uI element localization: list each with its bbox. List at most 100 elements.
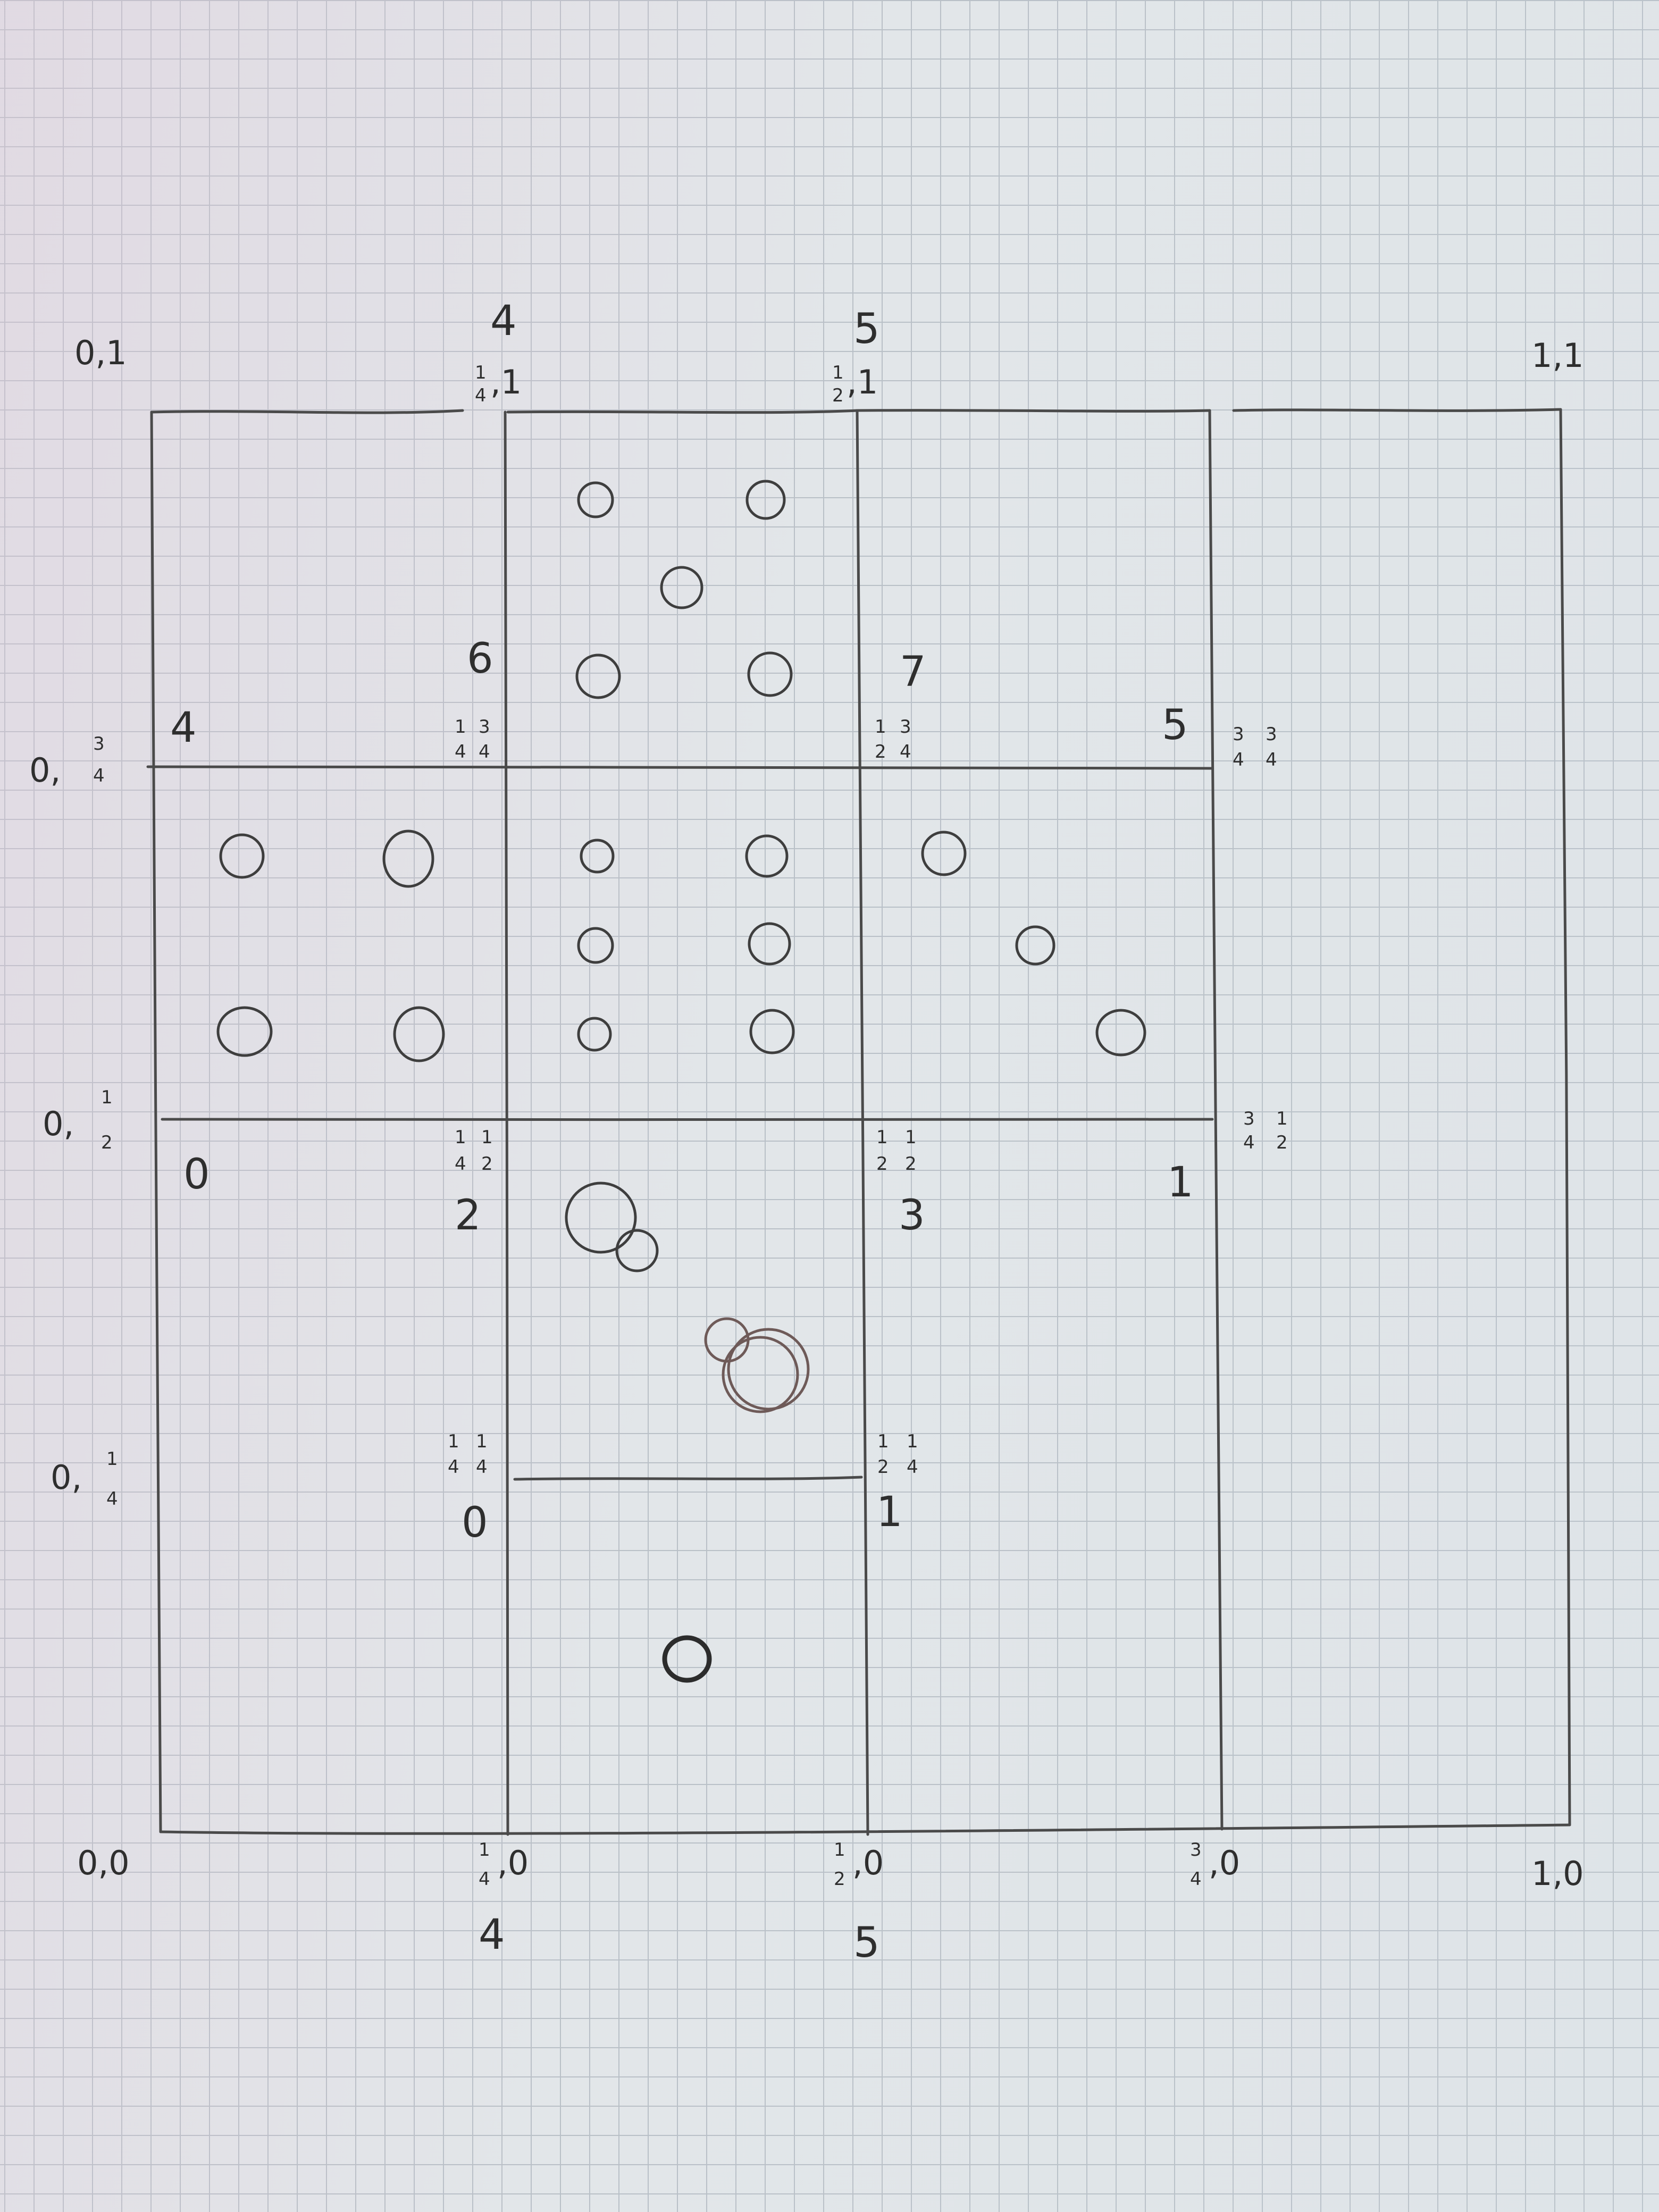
count-label: 2 (455, 1192, 481, 1239)
svg-text:1: 1 (455, 716, 466, 738)
svg-text:1: 1 (875, 716, 886, 738)
svg-text:4: 4 (1266, 749, 1277, 770)
count-label: 7 (900, 648, 926, 696)
bottom-axis-numerator: 3 (1190, 1839, 1202, 1861)
outer-box-top-left-edge (150, 409, 464, 414)
count-label: 6 (467, 635, 493, 683)
bottom-axis-denominator: 4 (479, 1869, 490, 1890)
svg-text:4: 4 (1243, 1132, 1255, 1153)
point (577, 927, 614, 964)
point (577, 1017, 612, 1052)
intersection-label: 1 4 3 4 (455, 716, 490, 763)
count-label: 1 (876, 1488, 903, 1536)
svg-text:3: 3 (1266, 724, 1277, 745)
svg-text:3: 3 (479, 716, 490, 738)
outer-box-right-edge (1559, 408, 1571, 1826)
svg-text:1: 1 (481, 1127, 493, 1148)
svg-text:4: 4 (448, 1456, 459, 1478)
intersection-label: 1 2 1 4 (877, 1431, 918, 1478)
point (1095, 1009, 1146, 1057)
point (745, 480, 786, 520)
top-axis-suffix: ,1 (490, 363, 522, 401)
svg-text:2: 2 (876, 1153, 888, 1175)
point (727, 1328, 810, 1411)
svg-text:1: 1 (476, 1431, 488, 1452)
svg-text:2: 2 (875, 741, 886, 763)
top-axis-denominator: 4 (475, 385, 487, 406)
svg-text:4: 4 (455, 741, 466, 763)
line-x-three-quarters (1208, 409, 1224, 1831)
bottom-axis-denominator: 4 (1190, 1869, 1202, 1890)
left-axis-numerator: 1 (101, 1087, 113, 1108)
bottom-axis-suffix: ,0 (497, 1844, 529, 1882)
left-axis-numerator: 3 (93, 733, 105, 755)
line-top-middle (506, 409, 859, 414)
point (662, 1635, 712, 1683)
svg-text:1: 1 (455, 1127, 466, 1148)
svg-text:2: 2 (481, 1153, 493, 1175)
line-y-half (161, 1117, 1214, 1121)
svg-text:4: 4 (476, 1456, 488, 1478)
bottom-axis-suffix: ,0 (1209, 1844, 1240, 1882)
svg-text:2: 2 (905, 1153, 917, 1175)
point (660, 566, 703, 609)
svg-text:4: 4 (900, 741, 911, 763)
point (748, 922, 791, 966)
corner-label-bottom-right: 1,0 (1531, 1854, 1584, 1893)
svg-text:2: 2 (1276, 1132, 1288, 1153)
svg-text:4: 4 (479, 741, 490, 763)
point (722, 1336, 799, 1413)
point (615, 1229, 659, 1272)
bottom-axis-numerator: 1 (834, 1839, 845, 1861)
point (393, 1006, 445, 1062)
count-label: 0 (462, 1499, 488, 1547)
line-x-half (856, 409, 869, 1836)
svg-text:1: 1 (448, 1431, 459, 1452)
line-y-quarter (513, 1476, 863, 1481)
svg-text:3: 3 (900, 716, 911, 738)
outer-box-left-edge (150, 410, 162, 1833)
point (382, 830, 434, 888)
svg-text:1: 1 (1276, 1108, 1288, 1129)
bottom-axis-denominator: 2 (834, 1869, 845, 1890)
intersection-label: 3 4 3 4 (1233, 724, 1277, 770)
line-y-three-quarters (146, 765, 1214, 770)
top-axis-numerator: 1 (832, 362, 844, 383)
svg-text:1: 1 (907, 1431, 918, 1452)
intersection-label: 1 2 1 2 (876, 1127, 917, 1175)
intersection-label: 1 4 1 4 (448, 1431, 488, 1478)
svg-text:4: 4 (1233, 749, 1244, 770)
outer-box-top-right-edge (1232, 408, 1562, 412)
svg-text:1: 1 (877, 1431, 889, 1452)
count-label: 5 (1162, 701, 1188, 749)
svg-text:1: 1 (876, 1127, 888, 1148)
point (565, 1182, 637, 1254)
count-label: 4 (490, 297, 517, 345)
point (575, 653, 621, 699)
count-label: 3 (899, 1192, 925, 1239)
left-axis-denominator: 4 (106, 1488, 118, 1510)
point (216, 1006, 273, 1057)
top-axis-suffix: ,1 (847, 363, 878, 401)
left-axis-denominator: 2 (101, 1132, 113, 1153)
corner-label-top-left: 0,1 (74, 333, 127, 372)
left-axis-denominator: 4 (93, 765, 105, 786)
bottom-axis-suffix: ,0 (852, 1844, 884, 1882)
line-x-quarter (504, 410, 509, 1836)
left-axis-prefix: 0, (29, 751, 61, 790)
point (577, 481, 614, 518)
point (921, 831, 967, 876)
line-top-right (856, 409, 1211, 413)
point (745, 834, 789, 878)
top-axis-denominator: 2 (832, 385, 844, 406)
count-label: 1 (1167, 1159, 1194, 1206)
intersection-label: 3 4 1 2 (1243, 1108, 1288, 1153)
bottom-axis-numerator: 1 (479, 1839, 490, 1861)
point (580, 839, 615, 874)
svg-text:3: 3 (1233, 724, 1244, 745)
point (749, 1009, 795, 1054)
intersection-label: 1 2 3 4 (875, 716, 911, 763)
point (747, 651, 793, 697)
